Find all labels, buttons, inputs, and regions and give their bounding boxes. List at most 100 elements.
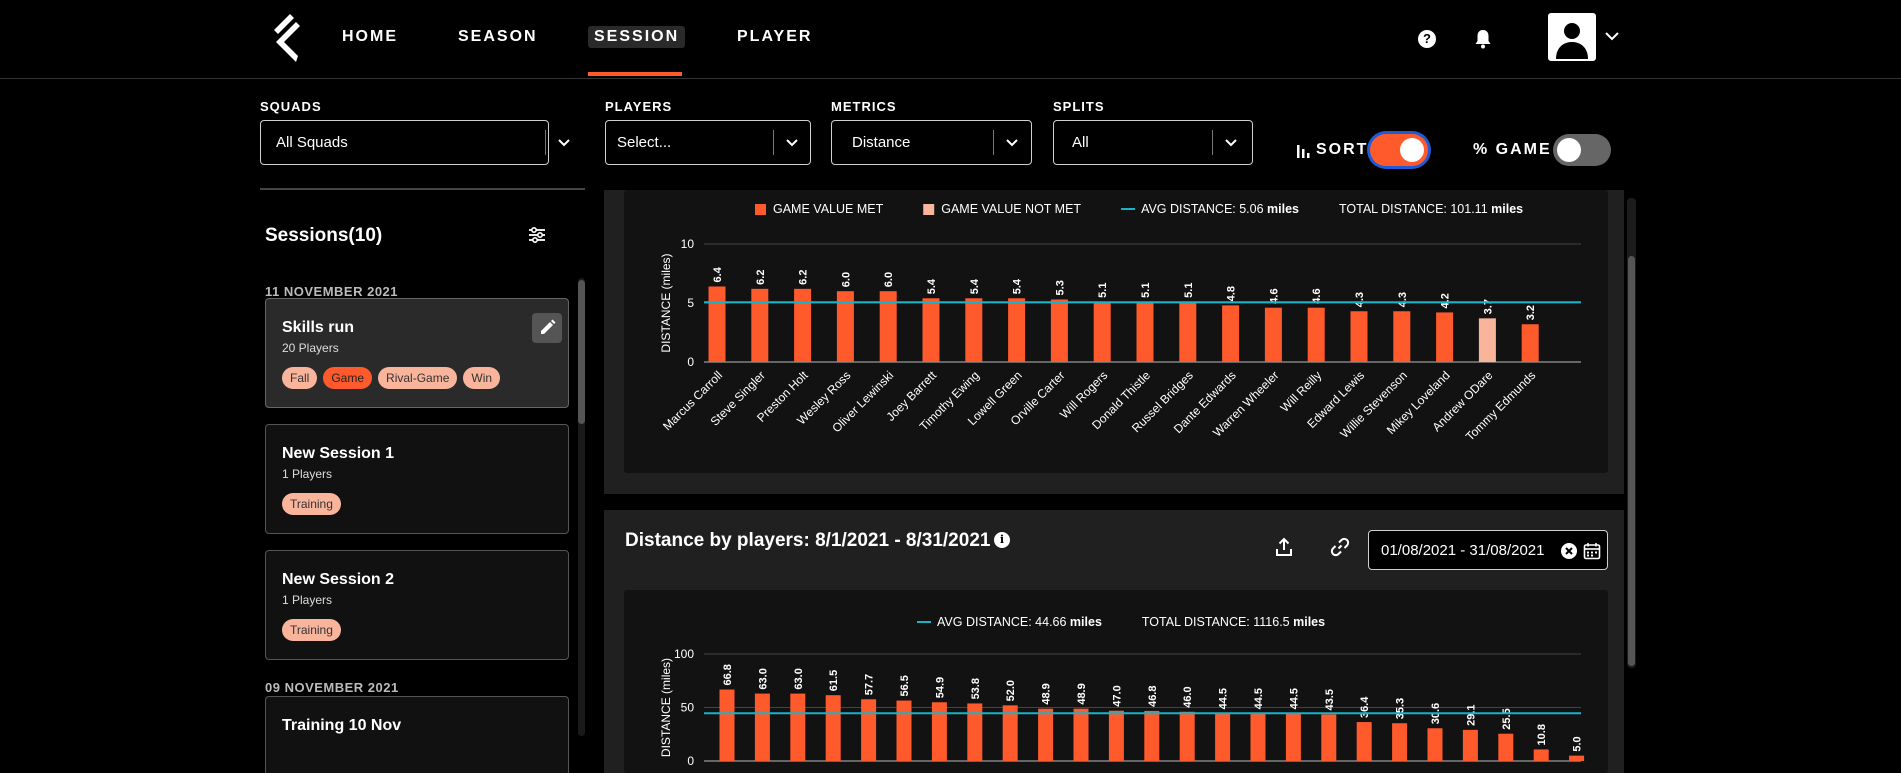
bar [1050, 299, 1068, 362]
nav-home[interactable]: HOME [342, 28, 398, 45]
bar-value-label: 56.5 [899, 675, 911, 696]
bar-value-label: 61.5 [828, 670, 840, 691]
bar [1179, 301, 1197, 362]
main-scroll-thumb[interactable] [1628, 256, 1635, 666]
y-tick-label: 10 [681, 237, 695, 251]
panel-title: Distance by players: 8/1/2021 - 8/31/202… [625, 530, 991, 551]
session-players: 1 Players [282, 593, 333, 607]
players-label: PLAYERS [605, 99, 673, 114]
bar-value-label: 44.5 [1288, 688, 1300, 709]
date-range-picker[interactable]: 01/08/2021 - 31/08/2021 [1368, 530, 1608, 570]
tag-training[interactable]: Training [282, 619, 341, 641]
pencil-icon [541, 319, 556, 334]
bar-value-label: 66.8 [722, 664, 734, 685]
filter-settings-icon[interactable] [528, 226, 546, 244]
bar-value-label: 6.2 [755, 270, 767, 285]
bar [861, 699, 877, 761]
sort-toggle[interactable] [1370, 134, 1428, 166]
y-tick-label: 0 [687, 754, 694, 768]
bar-value-label: 6.0 [883, 272, 895, 287]
brand-logo[interactable] [268, 12, 302, 64]
session-card[interactable]: Training 10 Nov [265, 696, 569, 773]
players-select[interactable]: Select... [605, 120, 811, 165]
link-icon[interactable] [1330, 537, 1350, 557]
tag-rival-game[interactable]: Rival-Game [378, 367, 458, 389]
tag-fall[interactable]: Fall [282, 367, 318, 389]
bar [1136, 301, 1154, 362]
y-axis-label: DISTANCE (miles) [659, 253, 673, 352]
chevron-down-icon [1225, 139, 1237, 147]
bar-value-label: 57.7 [864, 674, 876, 695]
chevron-down-icon [1006, 139, 1018, 147]
nav-season[interactable]: SEASON [458, 28, 538, 45]
legend-swatch [755, 204, 766, 215]
sidebar-scroll-thumb[interactable] [578, 280, 585, 424]
sidebar-divider [260, 188, 585, 190]
date-range-value: 01/08/2021 - 31/08/2021 [1381, 542, 1545, 559]
tag-training[interactable]: Training [282, 493, 341, 515]
splits-value: All [1072, 134, 1089, 151]
chart-container: AVG DISTANCE: 44.66 miles TOTAL DISTANCE:… [624, 590, 1608, 773]
session-card[interactable]: New Session 2 1 Players Training [265, 550, 569, 660]
bar [922, 298, 940, 362]
nav-player[interactable]: PLAYER [737, 28, 813, 45]
session-card[interactable]: New Session 1 1 Players Training [265, 424, 569, 534]
metrics-value: Distance [852, 134, 911, 151]
y-tick-label: 5 [687, 296, 694, 310]
sort-icon [1297, 145, 1310, 158]
chevron-down-icon [786, 139, 798, 147]
bar [896, 700, 912, 761]
calendar-icon[interactable] [1583, 542, 1601, 560]
bar [1356, 722, 1372, 761]
user-avatar[interactable] [1548, 13, 1596, 61]
bar [1392, 723, 1408, 761]
bar-value-label: 6.2 [798, 270, 810, 285]
bar-value-label: 44.5 [1253, 688, 1265, 709]
help-icon[interactable]: ? [1418, 30, 1436, 48]
squads-select[interactable]: All Squads [260, 120, 570, 165]
metrics-select[interactable]: Distance [831, 120, 1032, 165]
bar-value-label: 47.0 [1111, 685, 1123, 706]
session-title: New Session 2 [282, 571, 395, 588]
y-tick-label: 50 [681, 701, 695, 715]
splits-select[interactable]: All [1053, 120, 1253, 165]
bar-value-label: 53.8 [970, 678, 982, 699]
bar [1521, 324, 1539, 362]
bell-icon[interactable] [1474, 29, 1492, 49]
session-card[interactable]: Skills run 20 Players Fall Game Rival-Ga… [265, 298, 569, 408]
percent-game-toggle[interactable] [1553, 134, 1611, 166]
chevron-down-icon[interactable] [1604, 30, 1620, 42]
bar [1321, 714, 1337, 761]
legend-item: TOTAL DISTANCE: 101.11 miles [1339, 202, 1523, 216]
bar-value-label: 48.9 [1076, 683, 1088, 704]
session-tags: Fall Game Rival-Game Win [282, 367, 501, 389]
bar [751, 288, 769, 362]
info-icon[interactable]: i [994, 532, 1010, 548]
bar-value-label: 5.4 [1012, 278, 1024, 294]
bar [1436, 312, 1454, 362]
bar-value-label: 36.4 [1359, 696, 1371, 718]
bar-value-label: 10.8 [1536, 724, 1548, 745]
bar [1285, 713, 1301, 761]
bar-value-label: 5.0 [1572, 736, 1584, 751]
distance-by-players-chart: AVG DISTANCE: 44.66 miles TOTAL DISTANCE:… [659, 615, 1585, 768]
y-tick-label: 0 [687, 355, 694, 369]
percent-game-label: % GAME [1473, 141, 1552, 158]
bar-value-label: 44.5 [1218, 688, 1230, 709]
bar [931, 702, 947, 761]
tag-win[interactable]: Win [463, 367, 501, 389]
export-icon[interactable] [1274, 537, 1294, 557]
edit-session-button[interactable] [532, 313, 562, 343]
bar [879, 291, 897, 362]
bar [1264, 307, 1282, 362]
clear-icon[interactable] [1561, 543, 1577, 559]
sidebar-scrollbar[interactable] [578, 278, 585, 736]
bar-value-label: 4.6 [1311, 288, 1323, 303]
tag-game[interactable]: Game [323, 367, 373, 389]
splits-label: SPLITS [1053, 99, 1105, 114]
bar [790, 693, 806, 761]
y-tick-label: 100 [674, 647, 694, 661]
nav-session[interactable]: SESSION [588, 26, 686, 48]
session-title: New Session 1 [282, 445, 395, 462]
y-axis-label: DISTANCE (miles) [659, 658, 673, 757]
